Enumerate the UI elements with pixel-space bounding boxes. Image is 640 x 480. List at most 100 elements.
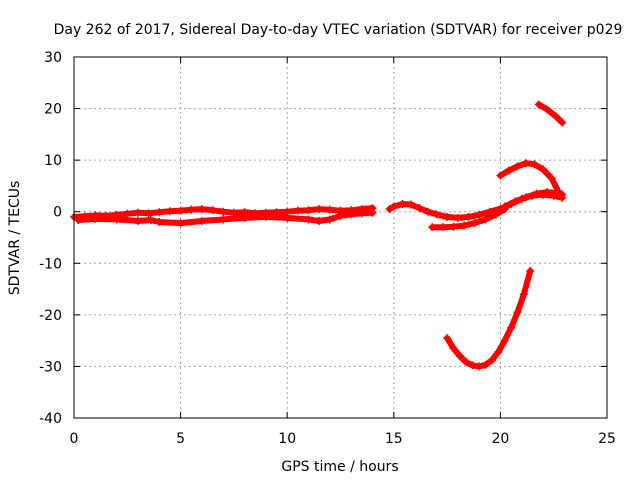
data-point (208, 206, 217, 215)
data-point (428, 223, 437, 232)
data-point (481, 360, 490, 369)
data-point (500, 336, 509, 345)
data-point (315, 216, 324, 225)
series-band (535, 101, 566, 126)
data-point (155, 208, 164, 217)
chart-title: Day 262 of 2017, Sidereal Day-to-day VTE… (54, 22, 623, 38)
data-point (368, 208, 377, 217)
x-tick-label: 5 (176, 431, 185, 447)
data-point (123, 209, 132, 218)
data-point (283, 213, 292, 222)
data-point (197, 205, 206, 214)
y-tick-label: 0 (53, 205, 62, 221)
data-point (455, 352, 464, 361)
data-point (219, 215, 228, 224)
data-markers (70, 100, 567, 371)
data-point (146, 215, 155, 224)
data-point (553, 187, 562, 196)
data-point (176, 219, 185, 228)
y-axis-label: SDTVAR / TECUs (7, 181, 23, 296)
data-point (460, 221, 469, 230)
grid (73, 56, 608, 419)
x-tick-label: 20 (491, 431, 509, 447)
data-point (240, 213, 249, 222)
data-point (475, 362, 484, 371)
data-point (176, 206, 185, 215)
data-point (532, 189, 541, 198)
data-point (432, 210, 441, 219)
data-point (385, 205, 394, 214)
data-point (406, 200, 415, 209)
data-point (74, 215, 83, 224)
data-point (543, 105, 552, 114)
data-point (487, 356, 496, 365)
data-point (357, 209, 366, 218)
data-point (470, 219, 479, 228)
data-series (385, 199, 505, 222)
data-point (558, 190, 567, 199)
data-point (325, 215, 334, 224)
data-point (155, 218, 164, 227)
data-point (496, 171, 505, 180)
data-point (519, 290, 528, 299)
data-series (443, 267, 535, 371)
data-point (304, 215, 313, 224)
y-tick-label: 30 (44, 50, 62, 66)
data-point (475, 210, 484, 219)
y-tick-label: 20 (44, 102, 62, 118)
data-point (144, 209, 153, 218)
data-point (219, 207, 228, 216)
data-point (453, 213, 462, 222)
data-point (112, 215, 121, 224)
data-point (315, 205, 324, 214)
data-point (500, 202, 509, 211)
data-point (229, 208, 238, 217)
data-point (521, 159, 530, 168)
data-point (526, 267, 535, 276)
data-point (547, 174, 556, 183)
data-point (539, 165, 548, 174)
y-tick-label: -30 (39, 359, 62, 375)
data-point (551, 112, 560, 121)
plot-frame (73, 56, 608, 419)
y-tick-label: -20 (39, 308, 62, 324)
data-point (261, 212, 270, 221)
series-band (444, 268, 534, 370)
y-tick-label: 10 (44, 153, 62, 169)
data-point (530, 160, 539, 169)
data-point (449, 344, 458, 353)
series-band (386, 201, 504, 221)
data-point (165, 207, 174, 216)
data-point (438, 223, 447, 232)
data-point (513, 162, 522, 171)
data-series (534, 100, 567, 127)
x-tick-label: 10 (278, 431, 296, 447)
data-point (443, 334, 452, 343)
data-point (481, 215, 490, 224)
data-point (464, 212, 473, 221)
data-series (74, 208, 377, 228)
data-point (415, 204, 424, 213)
data-point (496, 205, 505, 214)
data-point (336, 211, 345, 220)
data-point (91, 214, 100, 223)
data-point (398, 199, 407, 208)
data-series (496, 159, 562, 196)
data-point (543, 188, 552, 197)
x-tick-label: 25 (598, 431, 616, 447)
data-point (511, 197, 520, 206)
data-point (504, 166, 513, 175)
data-point (325, 205, 334, 214)
tick-labels: 0 5 10 15 20 25 30 20 10 0 -10 -20 -30 -40 (39, 50, 616, 447)
data-point (133, 216, 142, 225)
data-point (449, 222, 458, 231)
data-point (423, 207, 432, 216)
data-point (293, 206, 302, 215)
data-point (133, 208, 142, 217)
y-tick-label: -40 (39, 411, 62, 427)
data-point (468, 361, 477, 370)
data-point (507, 323, 516, 332)
data-point (443, 212, 452, 221)
data-point (197, 216, 206, 225)
